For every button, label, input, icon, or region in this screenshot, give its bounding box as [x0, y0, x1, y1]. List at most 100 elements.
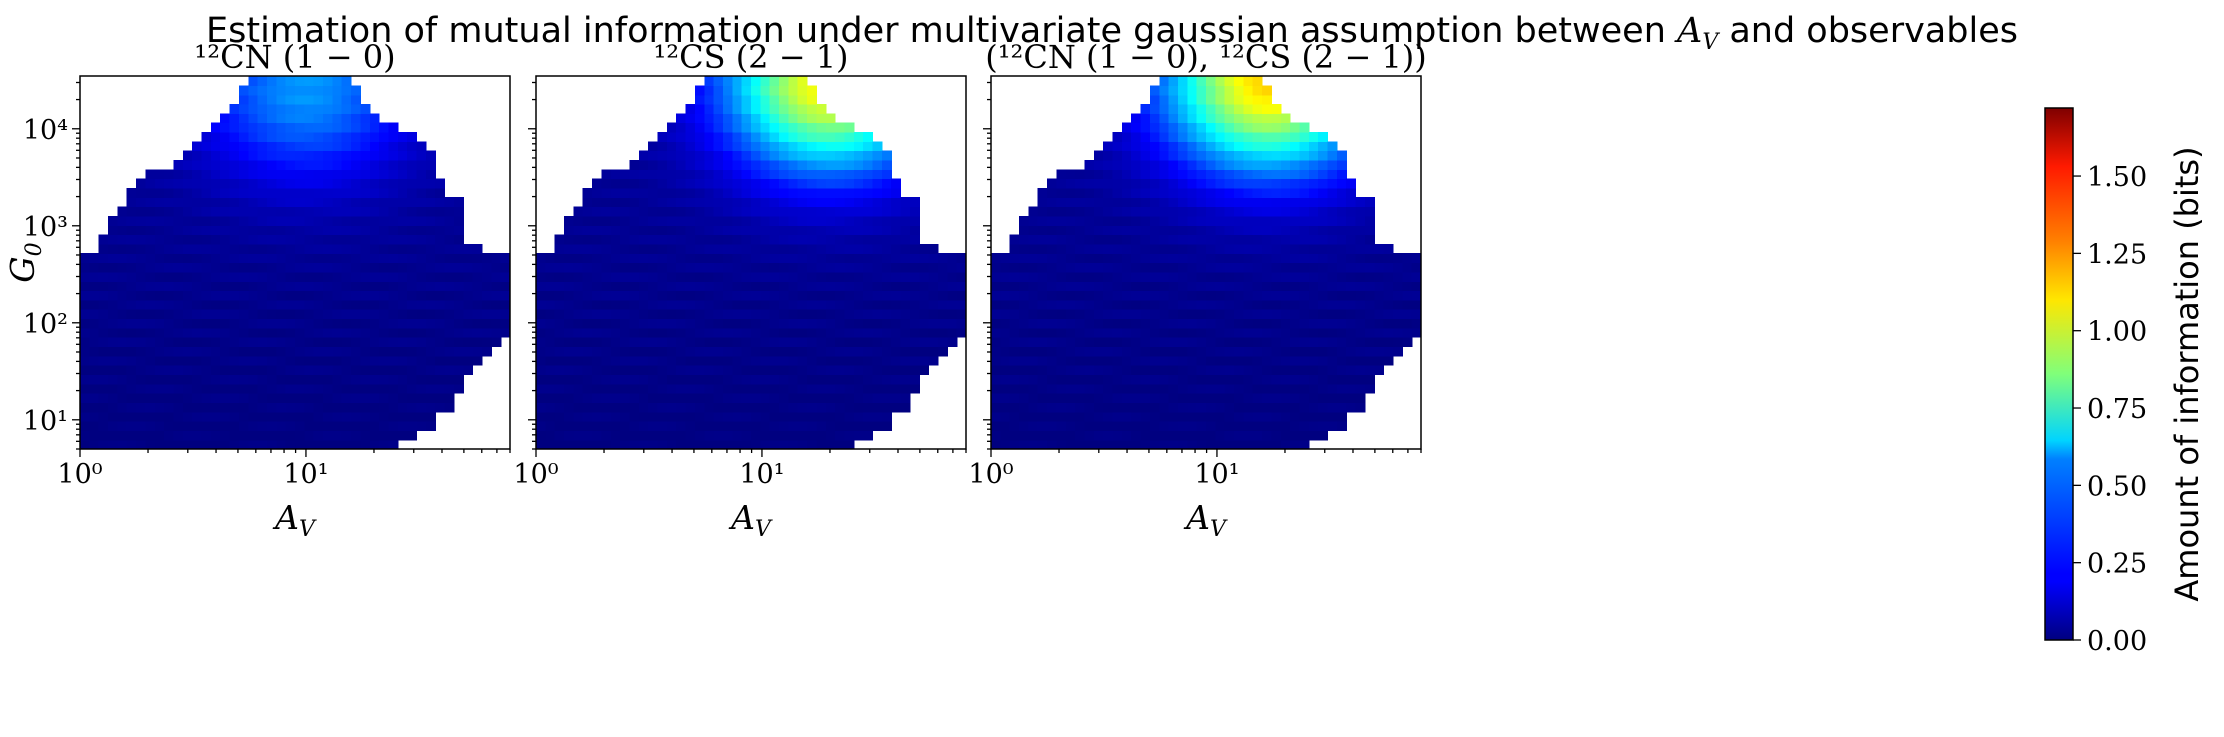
heatmap-cell: [1280, 197, 1291, 208]
heatmap-cell: [220, 421, 231, 431]
heatmap-cell: [341, 327, 352, 338]
heatmap-cell: [266, 103, 277, 114]
heatmap-cell: [407, 206, 418, 217]
heatmap-cell: [1047, 197, 1058, 208]
heatmap-cell: [1252, 131, 1263, 142]
heatmap-cell: [323, 290, 333, 301]
heatmap-cell: [592, 262, 603, 273]
heatmap-cell: [1056, 290, 1067, 301]
heatmap-cell: [592, 178, 603, 189]
x-axis: 10⁰ 10¹: [57, 449, 511, 490]
heatmap-cell: [98, 393, 109, 403]
heatmap-cell: [704, 383, 715, 394]
heatmap-cell: [1009, 365, 1020, 375]
heatmap-cell: [592, 234, 603, 245]
heatmap-cell: [704, 76, 715, 86]
heatmap-cell: [210, 430, 221, 441]
heatmap-cell: [676, 299, 687, 310]
heatmap-cell: [713, 383, 724, 394]
heatmap-cell: [407, 374, 418, 385]
heatmap-cell: [694, 131, 705, 142]
heatmap-cell: [332, 411, 343, 422]
heatmap-cell: [1093, 271, 1104, 282]
heatmap-cell: [629, 169, 640, 180]
heatmap-cell: [620, 281, 631, 292]
heatmap-cell: [313, 402, 324, 413]
heatmap-cell: [1234, 131, 1244, 142]
heatmap-cell: [1252, 215, 1263, 226]
heatmap-cell: [80, 337, 90, 348]
heatmap-cell: [1252, 262, 1263, 273]
heatmap-cell: [1243, 327, 1254, 338]
heatmap-cell: [928, 271, 939, 282]
heatmap-cell: [397, 327, 408, 338]
heatmap-cell: [266, 430, 277, 441]
heatmap-cell: [713, 281, 724, 292]
heatmap-cell: [145, 402, 156, 413]
heatmap-cell: [266, 393, 277, 403]
heatmap-cell: [713, 337, 724, 348]
heatmap-cell: [1215, 94, 1226, 105]
heatmap-cell: [238, 141, 249, 152]
heatmap-cell: [1159, 318, 1170, 329]
heatmap-cell: [332, 169, 343, 180]
heatmap-cell: [751, 355, 761, 366]
heatmap-cell: [1318, 393, 1329, 403]
heatmap-cell: [909, 383, 920, 394]
heatmap-cell: [1252, 225, 1263, 236]
heatmap-cell: [472, 271, 483, 282]
heatmap-cell: [1346, 225, 1357, 236]
heatmap-cell: [154, 411, 165, 422]
heatmap-cell: [732, 421, 743, 431]
heatmap-cell: [1224, 327, 1235, 338]
heatmap-cell: [117, 215, 128, 226]
heatmap-cell: [610, 393, 621, 403]
heatmap-cell: [881, 262, 892, 273]
heatmap-cell: [248, 169, 259, 180]
heatmap-cell: [1355, 253, 1366, 264]
heatmap-cell: [323, 131, 333, 142]
heatmap-cell: [881, 290, 892, 301]
heatmap-cell: [276, 94, 287, 105]
heatmap-cell: [1149, 243, 1160, 254]
heatmap-cell: [1262, 262, 1273, 273]
heatmap-cell: [341, 150, 352, 161]
heatmap-cell: [1243, 383, 1254, 394]
heatmap-cell: [1271, 439, 1282, 450]
heatmap-cell: [676, 290, 687, 301]
heatmap-cell: [444, 402, 455, 413]
heatmap-cell: [1056, 327, 1067, 338]
heatmap-cell: [657, 355, 668, 366]
heatmap-cell: [610, 281, 621, 292]
heatmap-cell: [1280, 346, 1291, 357]
heatmap-cell: [164, 243, 175, 254]
heatmap-cell: [676, 411, 687, 422]
heatmap-cell: [1374, 309, 1385, 320]
heatmap-cell: [1000, 281, 1011, 292]
heatmap-cell: [1131, 271, 1142, 282]
heatmap-cell: [751, 262, 761, 273]
heatmap-cell: [629, 290, 640, 301]
heatmap-cell: [1290, 253, 1301, 264]
heatmap-cell: [937, 318, 948, 329]
heatmap-cell: [732, 346, 743, 357]
heatmap-cell: [648, 393, 659, 403]
heatmap-cell: [1047, 337, 1058, 348]
heatmap-cell: [676, 271, 687, 282]
heatmap-cell: [1383, 262, 1394, 273]
heatmap-cell: [117, 206, 128, 217]
heatmap-cell: [220, 337, 231, 348]
heatmap-cell: [201, 271, 212, 282]
heatmap-cell: [136, 318, 147, 329]
heatmap-cell: [369, 253, 380, 264]
heatmap-cell: [937, 327, 948, 338]
heatmap-cell: [610, 234, 621, 245]
heatmap-cell: [304, 131, 315, 142]
heatmap-cell: [676, 402, 687, 413]
heatmap-cell: [779, 215, 789, 226]
heatmap-cell: [872, 327, 883, 338]
heatmap-cell: [154, 262, 165, 273]
heatmap-cell: [1177, 131, 1188, 142]
heatmap-cell: [1112, 346, 1123, 357]
heatmap-cell: [1206, 178, 1216, 189]
